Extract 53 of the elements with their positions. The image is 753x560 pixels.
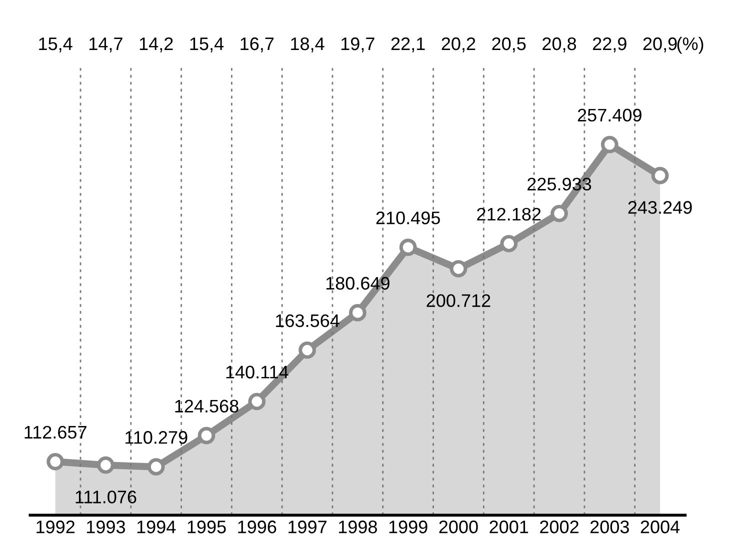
point [298, 341, 316, 359]
point [500, 234, 518, 252]
data-label: 111.076 [76, 490, 136, 504]
x-tick-label: 1997 [288, 520, 326, 534]
data-label: 124.568 [175, 400, 238, 413]
data-label: 200.712 [426, 294, 490, 308]
x-tick-label: 1998 [338, 520, 377, 534]
text: 14,7 [90, 38, 122, 52]
point [46, 452, 64, 470]
x-tick-label: 1995 [188, 520, 226, 534]
point [399, 238, 417, 256]
text: 20,8 [542, 37, 576, 52]
text: 15,4 [190, 38, 224, 52]
x-tick-label: 1996 [238, 520, 276, 534]
x-tick-label: 1999 [389, 520, 428, 534]
x-tick-label: 2000 [439, 520, 478, 534]
x-tick-label: 2004 [640, 520, 680, 534]
data-label: 212.182 [477, 208, 541, 221]
data-label: 257.409 [578, 108, 642, 122]
data-label: 140.114 [226, 366, 288, 378]
text: (%) [677, 36, 704, 54]
data-label: 243.249 [628, 201, 692, 214]
x-tick-label: 1993 [87, 520, 125, 534]
data-label: 110.279 [126, 431, 188, 444]
data-label: 225.933 [528, 178, 592, 190]
x-tick-label: 2001 [490, 520, 528, 534]
point [600, 136, 618, 154]
data-label: 163.564 [276, 314, 340, 328]
text: 20,9 [643, 37, 677, 52]
point [147, 458, 165, 476]
x-tick-label: 1992 [36, 520, 74, 534]
x-tick-label: 1994 [137, 520, 176, 534]
point [97, 456, 114, 474]
text: 20,5 [492, 37, 526, 52]
point [450, 260, 468, 278]
text: 20,2 [442, 37, 476, 52]
point [651, 166, 669, 184]
data-label: 210.495 [376, 212, 440, 224]
x-tick-label: 2003 [590, 520, 629, 534]
text: 22,1 [391, 37, 425, 52]
data-label: 112.657 [24, 426, 86, 439]
point [248, 392, 266, 410]
text: 14,2 [140, 37, 173, 52]
text: 16,7 [240, 37, 274, 52]
text: 18,4 [291, 37, 324, 52]
text: 15,4 [39, 38, 72, 52]
x-tick-label: 2002 [540, 520, 578, 534]
point [550, 204, 568, 222]
text: 19,7 [341, 37, 374, 52]
data-label: 180.649 [326, 276, 390, 290]
point [348, 304, 366, 322]
point [198, 426, 216, 444]
text: 22,9 [592, 37, 626, 52]
